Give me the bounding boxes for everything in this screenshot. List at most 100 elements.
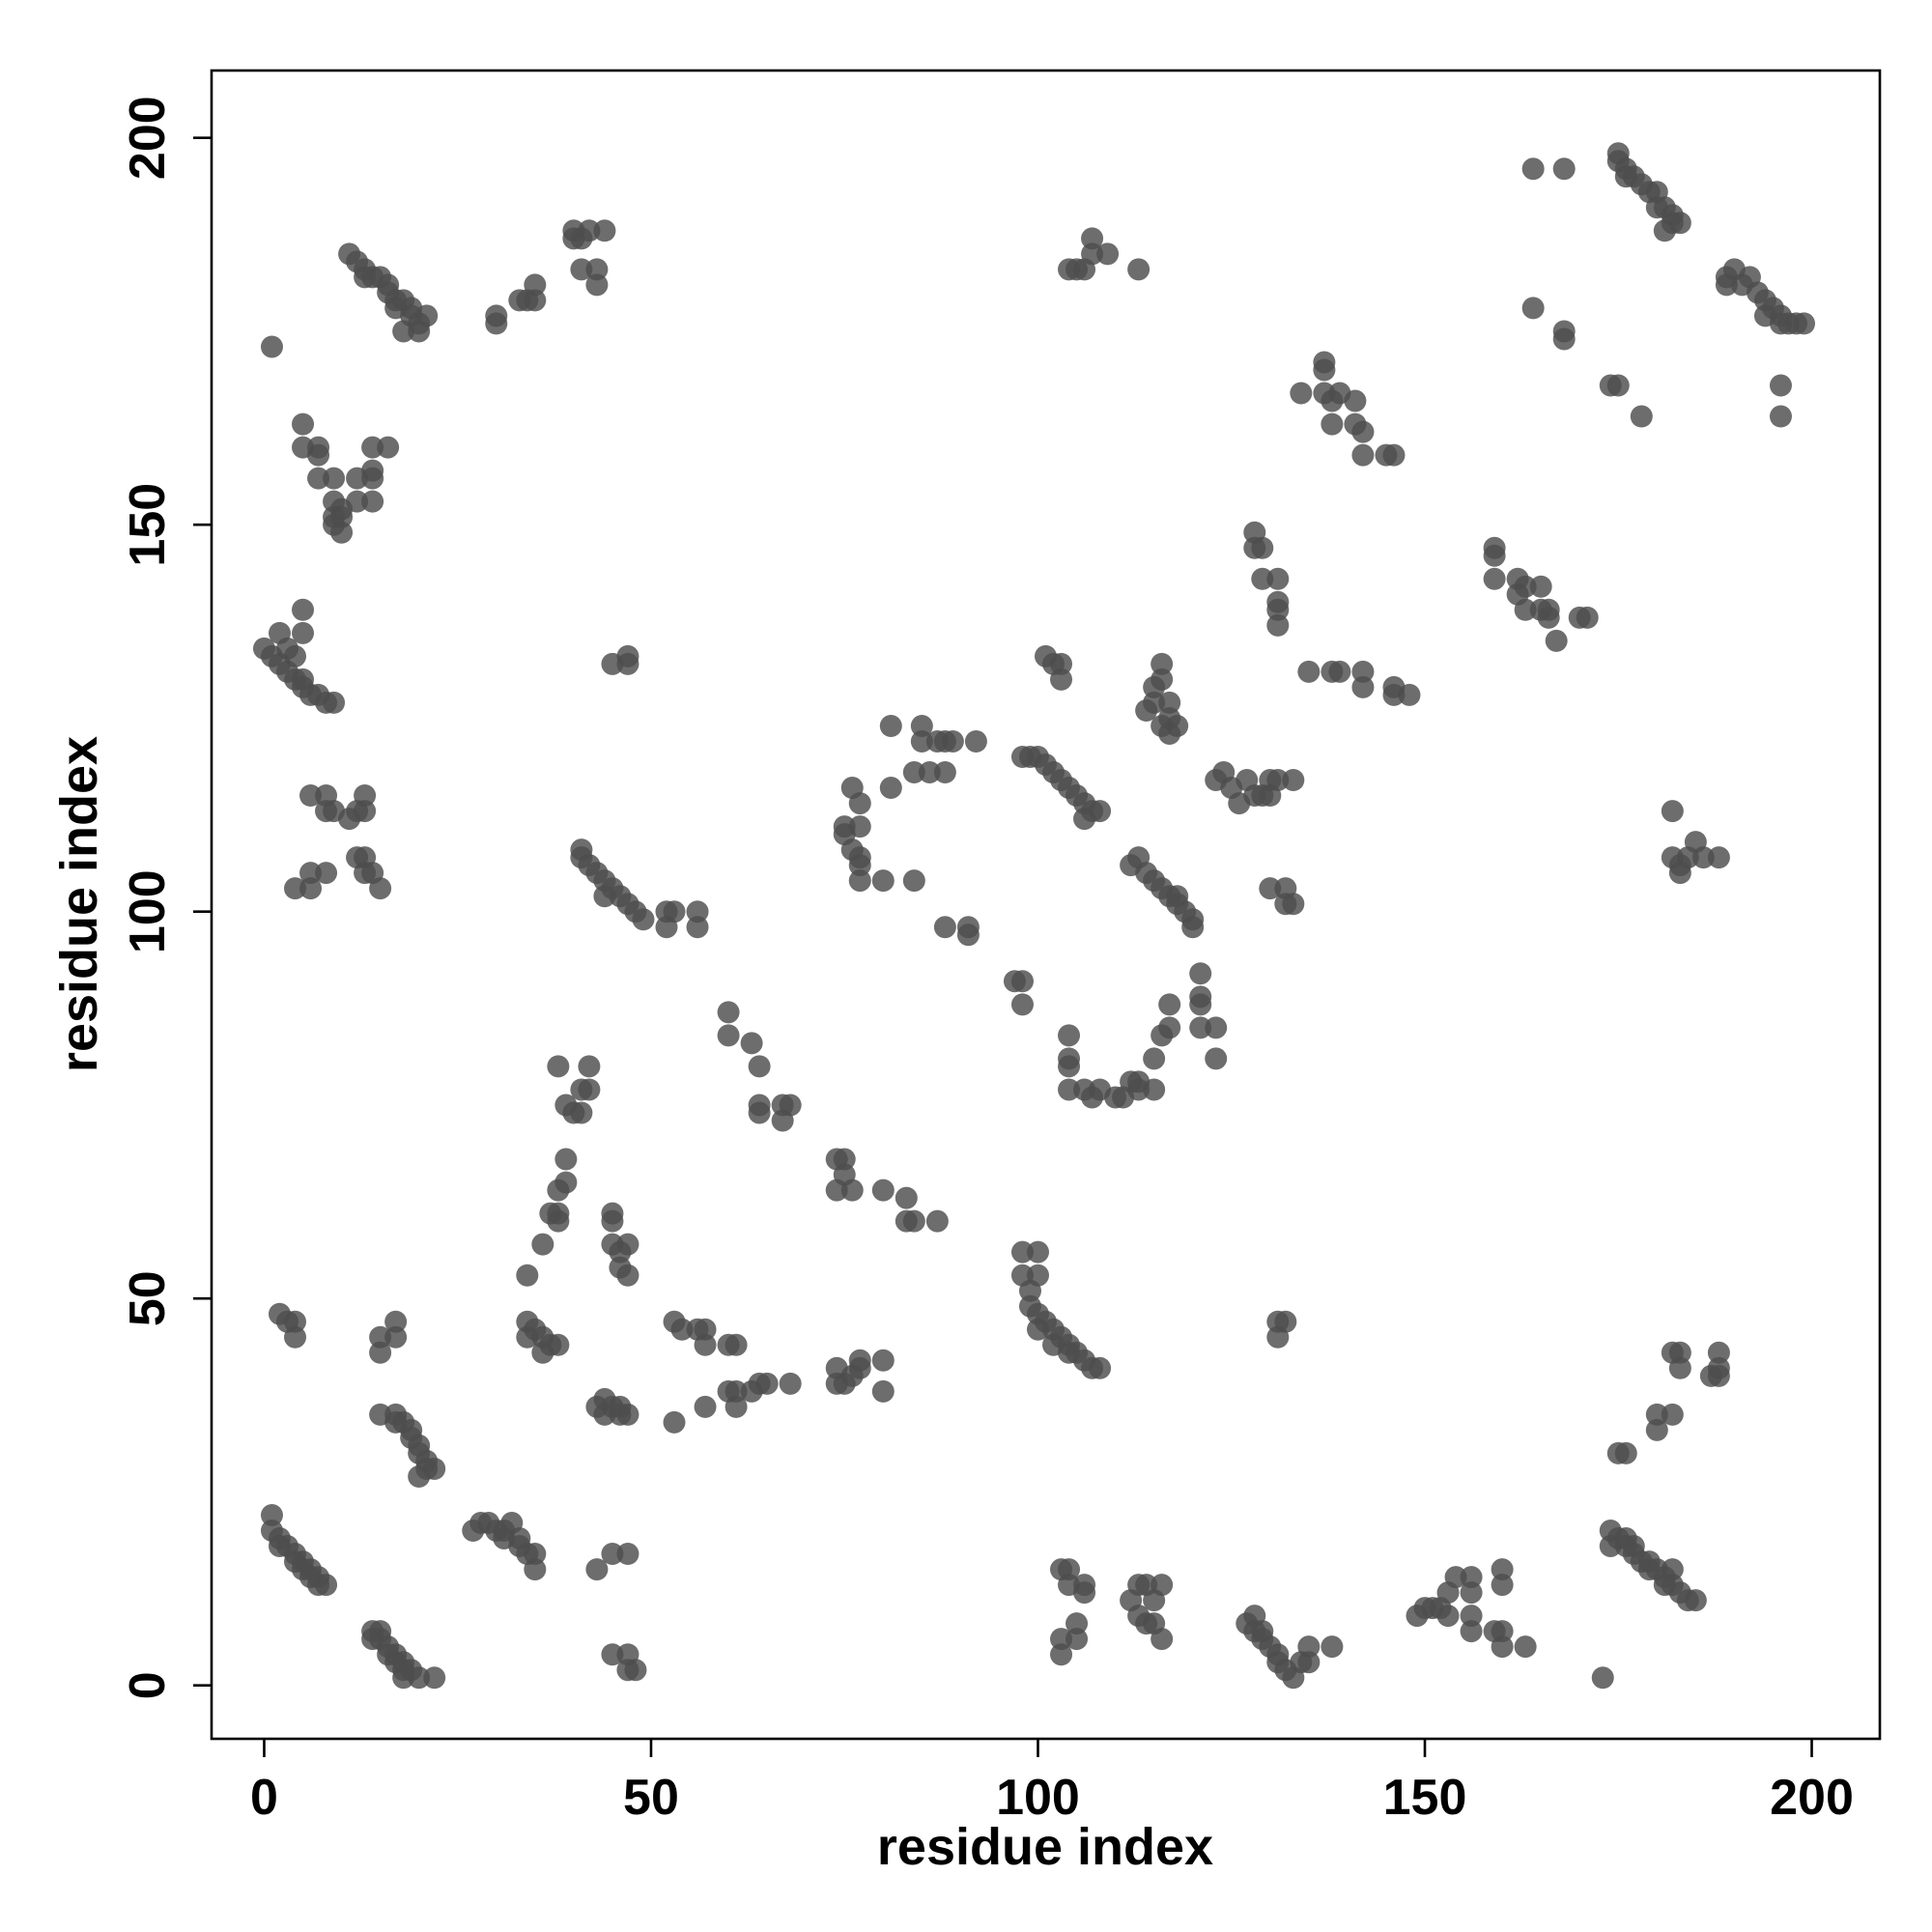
point <box>1050 1628 1073 1651</box>
point <box>1351 660 1375 683</box>
point <box>307 467 330 490</box>
x-tick-label: 0 <box>250 1770 278 1826</box>
point <box>1058 1558 1081 1581</box>
point <box>1050 668 1073 691</box>
x-axis-title: residue index <box>877 1818 1213 1876</box>
y-tick-label: 0 <box>120 1671 176 1699</box>
point <box>284 1310 307 1333</box>
point <box>895 1186 918 1209</box>
point <box>694 1333 717 1356</box>
point <box>1460 1581 1483 1605</box>
point <box>1321 412 1344 436</box>
point <box>361 490 384 513</box>
point <box>1606 374 1630 397</box>
point <box>956 923 980 947</box>
point <box>1707 846 1730 869</box>
point <box>524 289 547 312</box>
point <box>910 714 933 737</box>
point <box>1351 443 1375 467</box>
point <box>879 777 902 800</box>
point <box>1073 1581 1096 1605</box>
point <box>717 1024 740 1047</box>
point <box>1321 1635 1344 1659</box>
point <box>1529 575 1552 598</box>
point <box>871 869 895 893</box>
point <box>1081 242 1104 266</box>
point <box>1514 575 1537 598</box>
point <box>531 1233 554 1256</box>
point <box>1065 1628 1089 1651</box>
point <box>1460 1605 1483 1628</box>
point <box>632 908 655 931</box>
point <box>1668 1356 1691 1379</box>
point <box>902 1209 925 1233</box>
point <box>1537 606 1560 629</box>
point <box>825 1179 848 1202</box>
point <box>740 1032 763 1055</box>
point <box>663 1410 686 1434</box>
point <box>616 1543 639 1566</box>
point <box>1058 1341 1081 1364</box>
point <box>593 885 616 908</box>
point <box>1251 567 1274 590</box>
point <box>1259 877 1282 900</box>
point <box>848 1356 871 1379</box>
point <box>1351 675 1375 698</box>
point <box>1661 1403 1684 1426</box>
point <box>547 1179 570 1202</box>
point <box>1491 1574 1514 1597</box>
point <box>616 1264 639 1287</box>
point <box>1514 598 1537 621</box>
point <box>1050 652 1073 675</box>
point <box>570 1078 593 1101</box>
point <box>547 1055 570 1078</box>
point <box>748 1101 771 1124</box>
point <box>1058 1078 1081 1101</box>
point <box>1151 1024 1174 1047</box>
point <box>423 1457 446 1480</box>
point <box>524 1558 547 1581</box>
point <box>547 1209 570 1233</box>
point <box>299 784 323 808</box>
point <box>284 877 307 900</box>
point <box>717 1333 740 1356</box>
point <box>1143 1047 1166 1070</box>
point <box>1491 1635 1514 1659</box>
point <box>1143 691 1166 714</box>
point <box>1266 598 1290 621</box>
point <box>1444 1566 1467 1589</box>
y-tick-label: 200 <box>120 96 176 180</box>
point <box>1158 993 1181 1016</box>
point <box>779 1094 802 1117</box>
point <box>1282 893 1305 916</box>
point <box>346 490 369 513</box>
point <box>1297 660 1321 683</box>
point <box>848 792 871 815</box>
point <box>655 916 678 939</box>
point <box>848 854 871 877</box>
point <box>1189 962 1212 985</box>
point <box>848 815 871 838</box>
point <box>531 1341 554 1364</box>
point <box>1251 536 1274 559</box>
point <box>384 1310 408 1333</box>
point <box>1181 916 1205 939</box>
point <box>755 1372 779 1395</box>
point <box>1599 1535 1622 1558</box>
point <box>524 1543 547 1566</box>
point <box>384 297 408 320</box>
point <box>323 691 346 714</box>
point <box>1491 1620 1514 1643</box>
point <box>315 1574 338 1597</box>
point <box>609 1395 632 1418</box>
point <box>933 761 956 784</box>
point <box>1166 885 1189 908</box>
point <box>1707 1341 1730 1364</box>
point <box>1166 714 1189 737</box>
point <box>1351 420 1375 443</box>
point <box>941 729 964 753</box>
point <box>1769 405 1792 428</box>
point <box>601 1543 624 1566</box>
point <box>516 1264 539 1287</box>
point <box>1483 567 1506 590</box>
